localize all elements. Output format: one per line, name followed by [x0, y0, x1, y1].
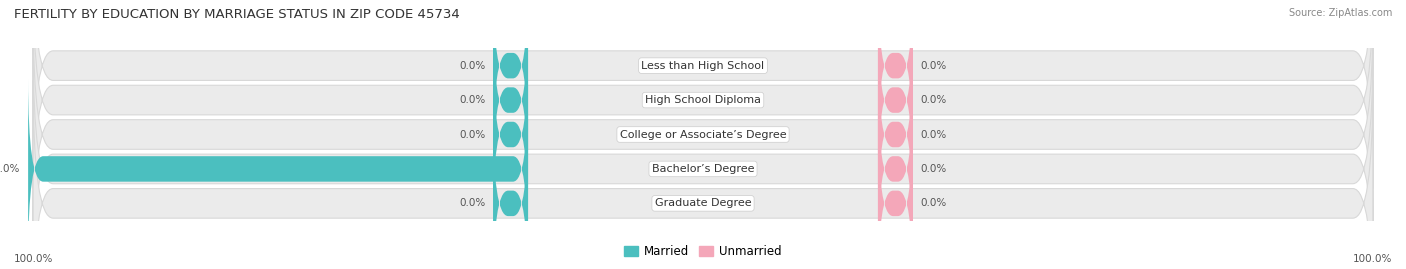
- FancyBboxPatch shape: [877, 113, 912, 269]
- FancyBboxPatch shape: [877, 0, 912, 156]
- FancyBboxPatch shape: [494, 0, 529, 156]
- Text: Less than High School: Less than High School: [641, 61, 765, 71]
- FancyBboxPatch shape: [494, 113, 529, 269]
- Text: 0.0%: 0.0%: [460, 61, 485, 71]
- Text: 100.0%: 100.0%: [14, 254, 53, 264]
- Text: Graduate Degree: Graduate Degree: [655, 198, 751, 208]
- FancyBboxPatch shape: [34, 80, 1372, 269]
- Text: Bachelor’s Degree: Bachelor’s Degree: [652, 164, 754, 174]
- Text: FERTILITY BY EDUCATION BY MARRIAGE STATUS IN ZIP CODE 45734: FERTILITY BY EDUCATION BY MARRIAGE STATU…: [14, 8, 460, 21]
- FancyBboxPatch shape: [34, 0, 1372, 223]
- Text: 0.0%: 0.0%: [460, 129, 485, 140]
- FancyBboxPatch shape: [34, 12, 1372, 257]
- Text: 0.0%: 0.0%: [921, 95, 946, 105]
- Text: 100.0%: 100.0%: [0, 164, 21, 174]
- FancyBboxPatch shape: [877, 9, 912, 191]
- Text: 0.0%: 0.0%: [921, 198, 946, 208]
- FancyBboxPatch shape: [34, 46, 1372, 269]
- Text: College or Associate’s Degree: College or Associate’s Degree: [620, 129, 786, 140]
- FancyBboxPatch shape: [877, 78, 912, 260]
- Text: High School Diploma: High School Diploma: [645, 95, 761, 105]
- Text: 0.0%: 0.0%: [921, 129, 946, 140]
- Text: 0.0%: 0.0%: [921, 61, 946, 71]
- FancyBboxPatch shape: [34, 0, 1372, 189]
- Text: 0.0%: 0.0%: [460, 198, 485, 208]
- Text: 100.0%: 100.0%: [1353, 254, 1392, 264]
- Text: 0.0%: 0.0%: [921, 164, 946, 174]
- FancyBboxPatch shape: [494, 9, 529, 191]
- Text: Source: ZipAtlas.com: Source: ZipAtlas.com: [1288, 8, 1392, 18]
- FancyBboxPatch shape: [494, 44, 529, 225]
- FancyBboxPatch shape: [28, 78, 529, 260]
- Text: 0.0%: 0.0%: [460, 95, 485, 105]
- FancyBboxPatch shape: [877, 44, 912, 225]
- Legend: Married, Unmarried: Married, Unmarried: [620, 240, 786, 263]
